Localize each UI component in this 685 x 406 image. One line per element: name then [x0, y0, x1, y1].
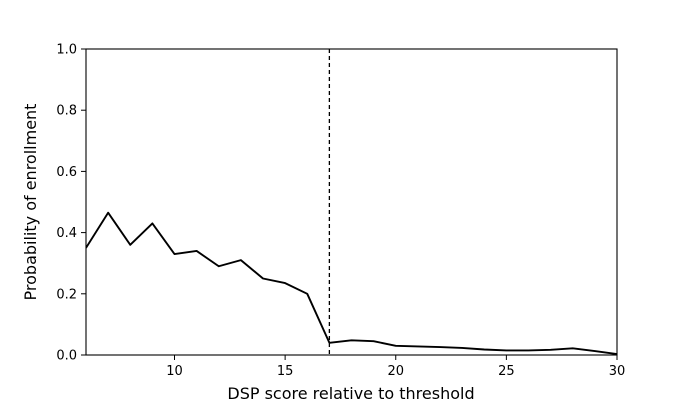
y-tick-label: 0.4: [56, 226, 77, 241]
x-tick-label: 25: [498, 364, 515, 379]
series-line-0: [86, 211, 617, 355]
plot-area: [86, 49, 617, 355]
y-tick-label: 0.8: [56, 104, 77, 119]
x-tick-label: 15: [277, 364, 294, 379]
x-axis-label: DSP score relative to threshold: [227, 384, 474, 403]
y-axis-label: Probability of enrollment: [21, 104, 40, 301]
x-tick-label: 30: [609, 364, 626, 379]
y-tick-label: 0.2: [56, 287, 77, 302]
x-tick-label: 20: [387, 364, 404, 379]
y-tick-label: 0.6: [56, 165, 77, 180]
y-tick-label: 1.0: [56, 43, 77, 58]
y-tick-label: 0.0: [56, 349, 77, 364]
x-tick-label: 10: [166, 364, 183, 379]
plot-frame: [85, 48, 618, 356]
axes: 10 15 20 25 30 0.0 0.2 0.4 0.6 0.8 1.0: [56, 43, 625, 380]
